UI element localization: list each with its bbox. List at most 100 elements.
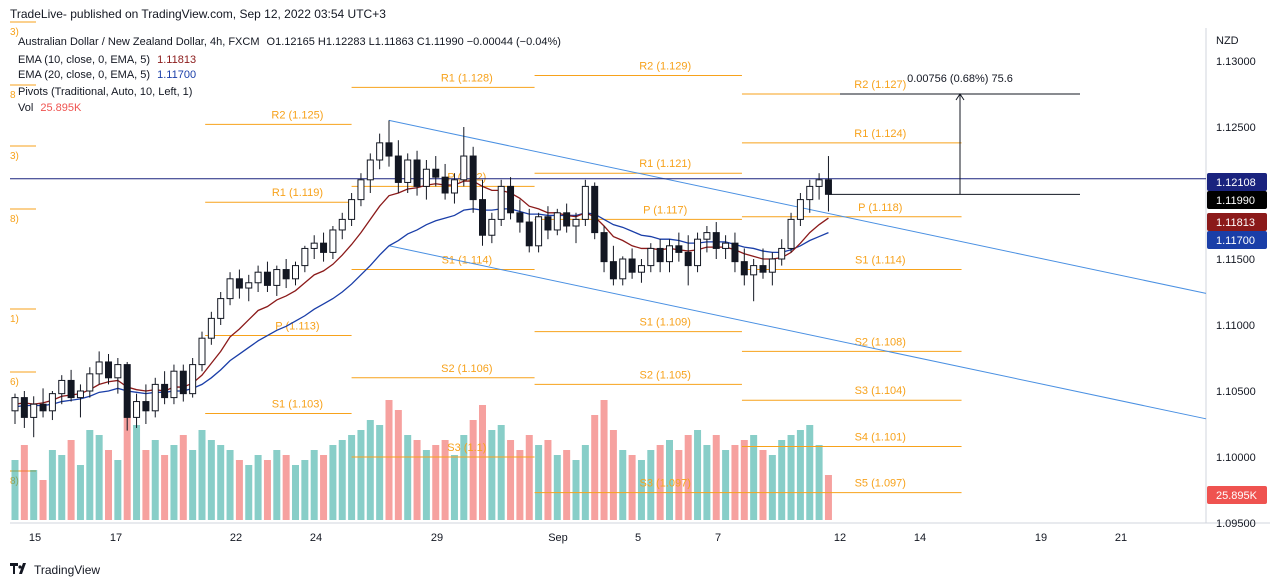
volume-bar [338,440,346,520]
volume-bar [694,430,702,520]
price-tag-last [1207,191,1267,209]
volume-bar [413,440,421,520]
candle-body [740,261,748,276]
candle-body [245,282,253,289]
volume-bar [366,420,374,520]
x-tick-label: 15 [29,532,41,544]
volume-bar [703,445,711,520]
candle-body [217,298,225,319]
volume-bar [656,445,664,520]
ema10-line [14,180,829,405]
volume-bar [404,435,412,520]
candle-body [320,242,328,253]
pivot-label: S2 (1.106) [441,363,492,375]
x-tick-label: 24 [310,532,322,544]
candle-body [778,247,786,260]
pivot-label: R1 (1.119) [272,187,323,199]
candle-body [394,155,402,183]
volume-bar [320,455,328,520]
candle-body [422,168,430,187]
volume-bar [348,435,356,520]
channel-lower-line [388,245,1207,420]
candle-body [544,216,552,231]
pivot-label: S3 (1.1) [447,442,486,454]
pivot-label: S1 (1.114) [855,255,906,267]
candle-body [553,212,561,231]
volume-bar [273,450,281,520]
volume-bar [806,425,814,520]
volume-bar [376,425,384,520]
volume-bar [310,450,318,520]
legend-ema20-row[interactable]: EMA (20, close, 0, EMA, 5) 1.11700 [18,69,200,81]
candle-body [357,179,365,201]
volume-bar [357,430,365,520]
price-tag-label: 1.11990 [1216,195,1255,207]
candle-body [581,185,589,220]
bottom-bar: TradingView [0,558,1280,587]
legend-pivots-row[interactable]: Pivots (Traditional, Auto, 10, Left, 1) [18,86,196,98]
volume-bar [39,480,47,520]
volume-bar [142,450,150,520]
y-tick-label: 1.11000 [1216,320,1255,332]
legend-volume-row[interactable]: Vol 25.895K [18,102,85,114]
candle-body [609,261,617,280]
candle-body [20,397,28,418]
candle-body [507,185,515,214]
pivot-label: S3 (1.097) [640,478,691,490]
ema10-label: EMA (10, close, 0, EMA, 5) [18,54,151,66]
candle-body [656,247,664,263]
volume-bar [581,445,589,520]
volume-bar [647,450,655,520]
volume-bar [170,445,178,520]
candle-body [450,179,458,194]
candle-body [39,403,47,412]
candle-body [637,265,645,273]
volume-bar [207,440,215,520]
price-tag-ema20 [1207,231,1267,249]
candle-body [235,278,243,289]
candle-body [722,242,730,249]
candle-body [488,218,496,236]
candle-body [151,383,159,412]
volume-bar [67,440,75,520]
candle-body [179,370,187,395]
candle-body [591,185,599,234]
volume-bar [394,410,402,520]
pivot-label: S2 (1.105) [640,369,691,381]
top-bar: TradeLive- published on TradingView.com,… [0,0,1280,28]
volume-bar [86,430,94,520]
candle-body [441,176,449,194]
volume-bar [750,435,758,520]
volume-bar [619,450,627,520]
candle-body [292,265,299,280]
volume-bar [282,455,290,520]
pivot-label: S2 (1.108) [855,336,906,348]
volume-label: Vol [18,102,34,114]
volume-bar [731,445,739,520]
candle-body [600,232,608,263]
pivot-label: R1 (1.121) [639,158,691,170]
volume-bar [815,445,823,520]
volume-bar [217,445,225,520]
candle-body [675,245,683,253]
y-tick-label: 1.12500 [1216,122,1256,134]
volume-bar [179,435,187,520]
volume-bar [666,440,673,520]
candle-body [198,337,206,366]
candle-body [329,229,337,253]
x-tick-label: 19 [1035,532,1047,544]
x-tick-label: 5 [635,532,641,544]
pivot-label: R2 (1.125) [271,109,323,121]
volume-bar [329,445,337,520]
volume-bar [544,440,552,520]
currency-label: NZD [1216,35,1239,47]
legend-ema10-row[interactable]: EMA (10, close, 0, EMA, 5) 1.11813 [18,54,200,66]
candle-body [516,212,524,223]
volume-bar [441,440,449,520]
volume-tag-label: 25.895K [1216,490,1258,502]
volume-bar [497,425,505,520]
volume-bar [385,400,393,520]
candle-body [703,232,711,240]
y-tick-label: 1.09500 [1216,518,1256,530]
